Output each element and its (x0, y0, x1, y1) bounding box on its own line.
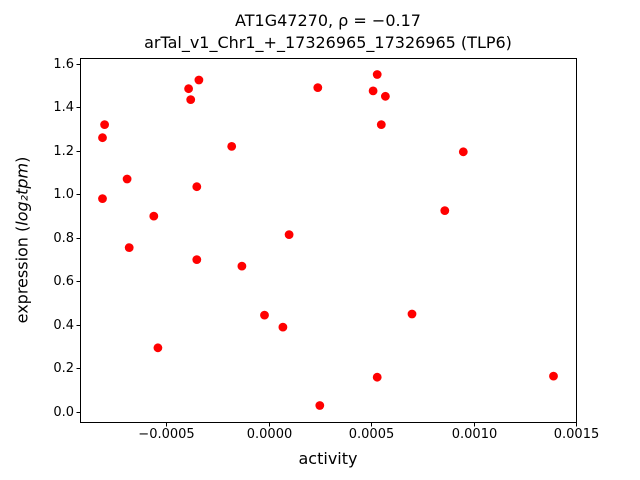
y-axis-label-prefix: expression ( (12, 225, 32, 324)
data-point (376, 120, 386, 129)
data-point (458, 147, 468, 157)
data-point (313, 83, 323, 92)
data-point (192, 255, 202, 264)
data-point (381, 91, 390, 101)
data-point (184, 84, 194, 94)
data-point (149, 211, 159, 221)
chart-title-line2: arTal_v1_Chr1_+_17326965_17326965 (TLP6) (144, 33, 512, 52)
data-point (549, 371, 558, 381)
data-point (122, 174, 132, 184)
data-point (153, 343, 163, 353)
data-point (278, 322, 288, 332)
chart-title-line1: AT1G47270, ρ = −0.17 (235, 11, 421, 30)
y-axis-label: expression (log₂tpm) (13, 157, 32, 324)
data-point (192, 182, 202, 192)
data-point (98, 194, 107, 204)
data-point (186, 95, 196, 104)
data-point (407, 309, 417, 319)
data-point (124, 243, 134, 253)
data-point (372, 372, 382, 382)
chart-title: AT1G47270, ρ = −0.17 arTal_v1_Chr1_+_173… (80, 10, 576, 54)
x-axis-label: activity (298, 449, 358, 468)
y-axis-label-suffix: ) (12, 156, 32, 163)
data-point (98, 133, 107, 143)
data-point (227, 142, 237, 151)
data-point (100, 120, 109, 129)
data-point (260, 310, 269, 320)
data-point (237, 261, 247, 271)
data-point (194, 75, 204, 85)
data-point (315, 401, 325, 410)
data-point (368, 86, 378, 96)
data-point (284, 230, 294, 240)
data-point (440, 206, 450, 216)
axes-frame (80, 58, 577, 423)
data-point (372, 70, 382, 79)
y-axis-label-math: log₂tpm (12, 162, 32, 226)
